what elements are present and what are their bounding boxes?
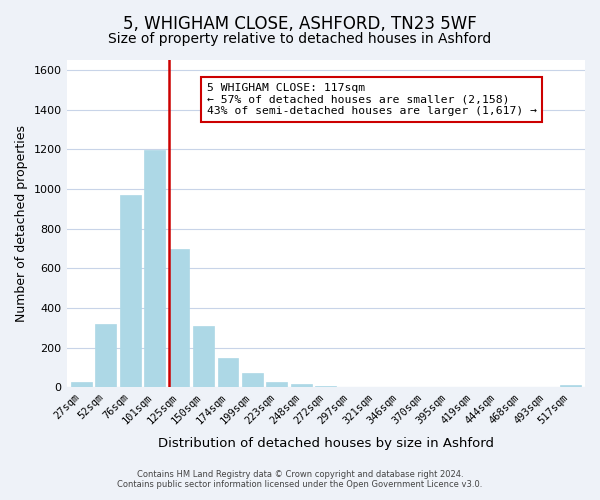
Bar — [560, 385, 581, 388]
X-axis label: Distribution of detached houses by size in Ashford: Distribution of detached houses by size … — [158, 437, 494, 450]
Bar — [144, 150, 165, 388]
Text: Contains HM Land Registry data © Crown copyright and database right 2024.
Contai: Contains HM Land Registry data © Crown c… — [118, 470, 482, 489]
Bar — [291, 384, 312, 388]
Text: Size of property relative to detached houses in Ashford: Size of property relative to detached ho… — [109, 32, 491, 46]
Bar — [242, 372, 263, 388]
Bar — [266, 382, 287, 388]
Bar — [218, 358, 238, 388]
Bar — [316, 386, 336, 388]
Bar — [95, 324, 116, 388]
Bar — [120, 196, 140, 388]
Text: 5, WHIGHAM CLOSE, ASHFORD, TN23 5WF: 5, WHIGHAM CLOSE, ASHFORD, TN23 5WF — [123, 15, 477, 33]
Text: 5 WHIGHAM CLOSE: 117sqm
← 57% of detached houses are smaller (2,158)
43% of semi: 5 WHIGHAM CLOSE: 117sqm ← 57% of detache… — [206, 83, 536, 116]
Bar — [169, 248, 190, 388]
Y-axis label: Number of detached properties: Number of detached properties — [15, 125, 28, 322]
Bar — [193, 326, 214, 388]
Bar — [71, 382, 92, 388]
